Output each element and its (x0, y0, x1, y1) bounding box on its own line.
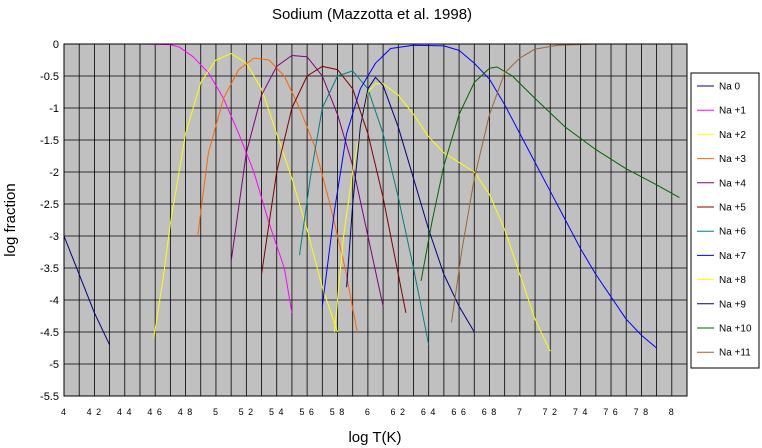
x-tick-label: 6 2 (391, 407, 407, 417)
x-tick-label: 4 8 (178, 407, 194, 417)
legend: Na 0 Na +1 Na +2 Na +3 Na +4 Na +5 Na +6 Na +7 N… (690, 72, 760, 369)
y-tick-label: -5.5 (40, 391, 59, 403)
plot-frame (63, 43, 688, 397)
plot-area (64, 44, 687, 396)
y-tick-label: -0.5 (40, 71, 59, 83)
y-tick-label: -4 (49, 295, 59, 307)
series-line-na-11 (451, 43, 687, 323)
x-tick-labels: 4 4 2 4 4 4 6 4 8 5 5 2 5 4 5 6 5 8 6 6 2 6 4 6 6 6 8 7… (61, 407, 675, 417)
x-tick-label: 6 8 (482, 407, 498, 417)
grid (64, 43, 687, 397)
x-axis-title: log T(K) (348, 429, 401, 446)
x-tick-label: 4 4 (117, 407, 133, 417)
y-tick-label: -4.5 (40, 327, 59, 339)
y-tick-label: -2 (49, 167, 59, 179)
y-tick-labels: 0 -0.5 -1 -1.5 -2 -2.5 -3 -3.5 -4 -4.5 -5 -5.5 (40, 39, 59, 403)
legend-label: Na +2 (719, 130, 746, 141)
series-line-na-10 (420, 66, 680, 281)
series-line-na-5 (261, 65, 407, 313)
series-line-na-3 (197, 57, 358, 333)
x-tick-label: 7 2 (542, 407, 558, 417)
x-tick-label: 5 8 (330, 407, 346, 417)
y-tick-label: -5 (49, 359, 59, 371)
x-tick-label: 4 2 (87, 407, 103, 417)
x-tick-label: 6 (365, 407, 371, 417)
y-tick-label: -1.5 (40, 135, 59, 147)
series-line-na-7 (321, 44, 657, 349)
legend-label: Na +4 (719, 178, 746, 189)
x-tick-label: 5 (213, 407, 219, 417)
legend-label: Na +9 (719, 299, 746, 310)
y-axis-title: log fraction (2, 183, 19, 256)
x-tick-label: 7 6 (603, 407, 619, 417)
legend-label: Na +7 (719, 251, 746, 262)
legend-label: Na +3 (719, 154, 746, 165)
x-tick-label: 6 6 (451, 407, 467, 417)
legend-box (690, 72, 760, 369)
x-tick-label: 5 4 (269, 407, 285, 417)
series-line-na-9 (346, 76, 475, 333)
chart-title: Sodium (Mazzotta et al. 1998) (272, 6, 472, 23)
x-tick-label: 7 8 (634, 407, 650, 417)
x-tick-label: 6 4 (421, 407, 437, 417)
y-tick-label: -1 (49, 103, 59, 115)
x-tick-label: 7 (517, 407, 523, 417)
x-tick-label: 7 4 (573, 407, 589, 417)
series-line-na-6 (299, 70, 430, 345)
series-layer (63, 43, 687, 352)
y-tick-label: -3 (49, 231, 59, 243)
x-tick-label: 5 2 (239, 407, 255, 417)
legend-label: Na +1 (719, 106, 746, 117)
legend-label: Na +10 (719, 324, 752, 335)
y-tick-label: -3.5 (40, 263, 59, 275)
legend-label: Na 0 (719, 82, 741, 93)
x-tick-label: 4 (61, 407, 67, 417)
y-tick-label: 0 (53, 39, 59, 51)
y-tick-label: -2.5 (40, 199, 59, 211)
x-tick-label: 5 6 (299, 407, 315, 417)
x-tick-label: 4 6 (147, 407, 163, 417)
legend-label: Na +11 (719, 348, 751, 359)
series-line-na-0 (63, 235, 111, 346)
x-tick-label: 8 (669, 407, 675, 417)
legend-label: Na +8 (719, 275, 746, 286)
legend-label: Na +6 (719, 227, 746, 238)
legend-label: Na +5 (719, 203, 746, 214)
series-line-na-4 (230, 55, 384, 307)
